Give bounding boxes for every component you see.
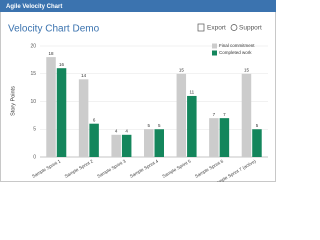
data-label: 4 [115, 128, 118, 133]
legend-swatch [212, 43, 217, 49]
data-label: 4 [125, 128, 128, 133]
y-tick-label: 10 [30, 99, 36, 105]
bar [187, 95, 197, 157]
app-title: Agile Velocity Chart [6, 4, 62, 10]
bar [46, 57, 56, 157]
data-label: 11 [189, 90, 194, 95]
bar [209, 118, 219, 157]
support-link[interactable]: Support [230, 24, 262, 32]
export-icon [197, 23, 205, 32]
bar [144, 129, 154, 157]
y-tick-label: 20 [30, 43, 36, 49]
data-label: 7 [223, 112, 226, 117]
legend-swatch [212, 50, 217, 56]
data-label: 16 [59, 62, 65, 67]
bar [78, 79, 89, 157]
bar [176, 73, 187, 157]
bar [111, 134, 121, 157]
support-text[interactable]: Support [239, 25, 262, 32]
y-tick-label: 0 [33, 154, 36, 160]
data-label: 15 [179, 67, 185, 72]
y-axis-label: Story Points [10, 86, 16, 116]
legend-label: Completed work [219, 50, 252, 55]
data-label: 6 [93, 117, 96, 122]
export-text[interactable]: Export [207, 25, 226, 32]
bar [252, 129, 262, 157]
bar [241, 73, 252, 157]
bar [56, 68, 67, 157]
data-label: 5 [158, 123, 161, 128]
data-label: 15 [244, 67, 250, 72]
export-link[interactable]: Export [197, 23, 226, 32]
y-tick-label: 5 [33, 127, 36, 133]
bar [219, 118, 230, 157]
support-icon [230, 24, 238, 31]
bar [89, 123, 99, 157]
bar [121, 134, 132, 157]
y-tick-label: 15 [30, 71, 36, 77]
data-label: 5 [147, 123, 150, 128]
data-label: 5 [256, 123, 259, 128]
data-label: 14 [81, 73, 87, 78]
legend-label: Final commitment [219, 43, 255, 48]
data-label: 18 [49, 51, 55, 56]
widget: Agile Velocity Chart Velocity Chart Demo… [0, 0, 276, 182]
chart-heading: Velocity Chart Demo [8, 24, 100, 35]
data-label: 7 [213, 112, 216, 117]
header-bar [0, 0, 276, 12]
chart-panel: Agile Velocity Chart Velocity Chart Demo… [0, 0, 276, 182]
bar [154, 129, 164, 157]
